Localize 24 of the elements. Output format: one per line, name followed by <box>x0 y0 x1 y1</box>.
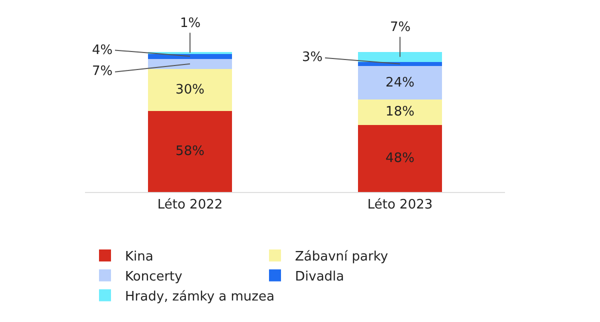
data-label: 4% <box>92 43 113 58</box>
data-label: 18% <box>386 104 414 120</box>
bar <box>358 66 442 100</box>
bar <box>358 124 442 192</box>
legend-label: Kina <box>125 250 154 265</box>
bar <box>148 110 232 192</box>
legend-label: Zábavní parky <box>295 250 388 265</box>
data-label: 1% <box>180 16 201 31</box>
data-label: 3% <box>302 50 323 65</box>
data-label: 24% <box>386 75 414 90</box>
data-label: 58% <box>176 144 204 159</box>
bar <box>358 100 442 125</box>
x-tick-label: Léto 2022 <box>157 198 223 213</box>
bar <box>148 59 232 69</box>
legend-label: Divadla <box>295 269 344 284</box>
data-label: 7% <box>390 20 411 35</box>
x-tick-label: Léto 2023 <box>367 198 433 213</box>
legend-label: Hrady, zámky a muzea <box>125 289 274 304</box>
data-label: 30% <box>176 82 204 98</box>
data-label: 48% <box>386 150 414 166</box>
data-label: 7% <box>92 64 113 79</box>
bar <box>358 52 442 62</box>
legend-label: Koncerty <box>125 269 183 284</box>
bar <box>148 68 232 111</box>
